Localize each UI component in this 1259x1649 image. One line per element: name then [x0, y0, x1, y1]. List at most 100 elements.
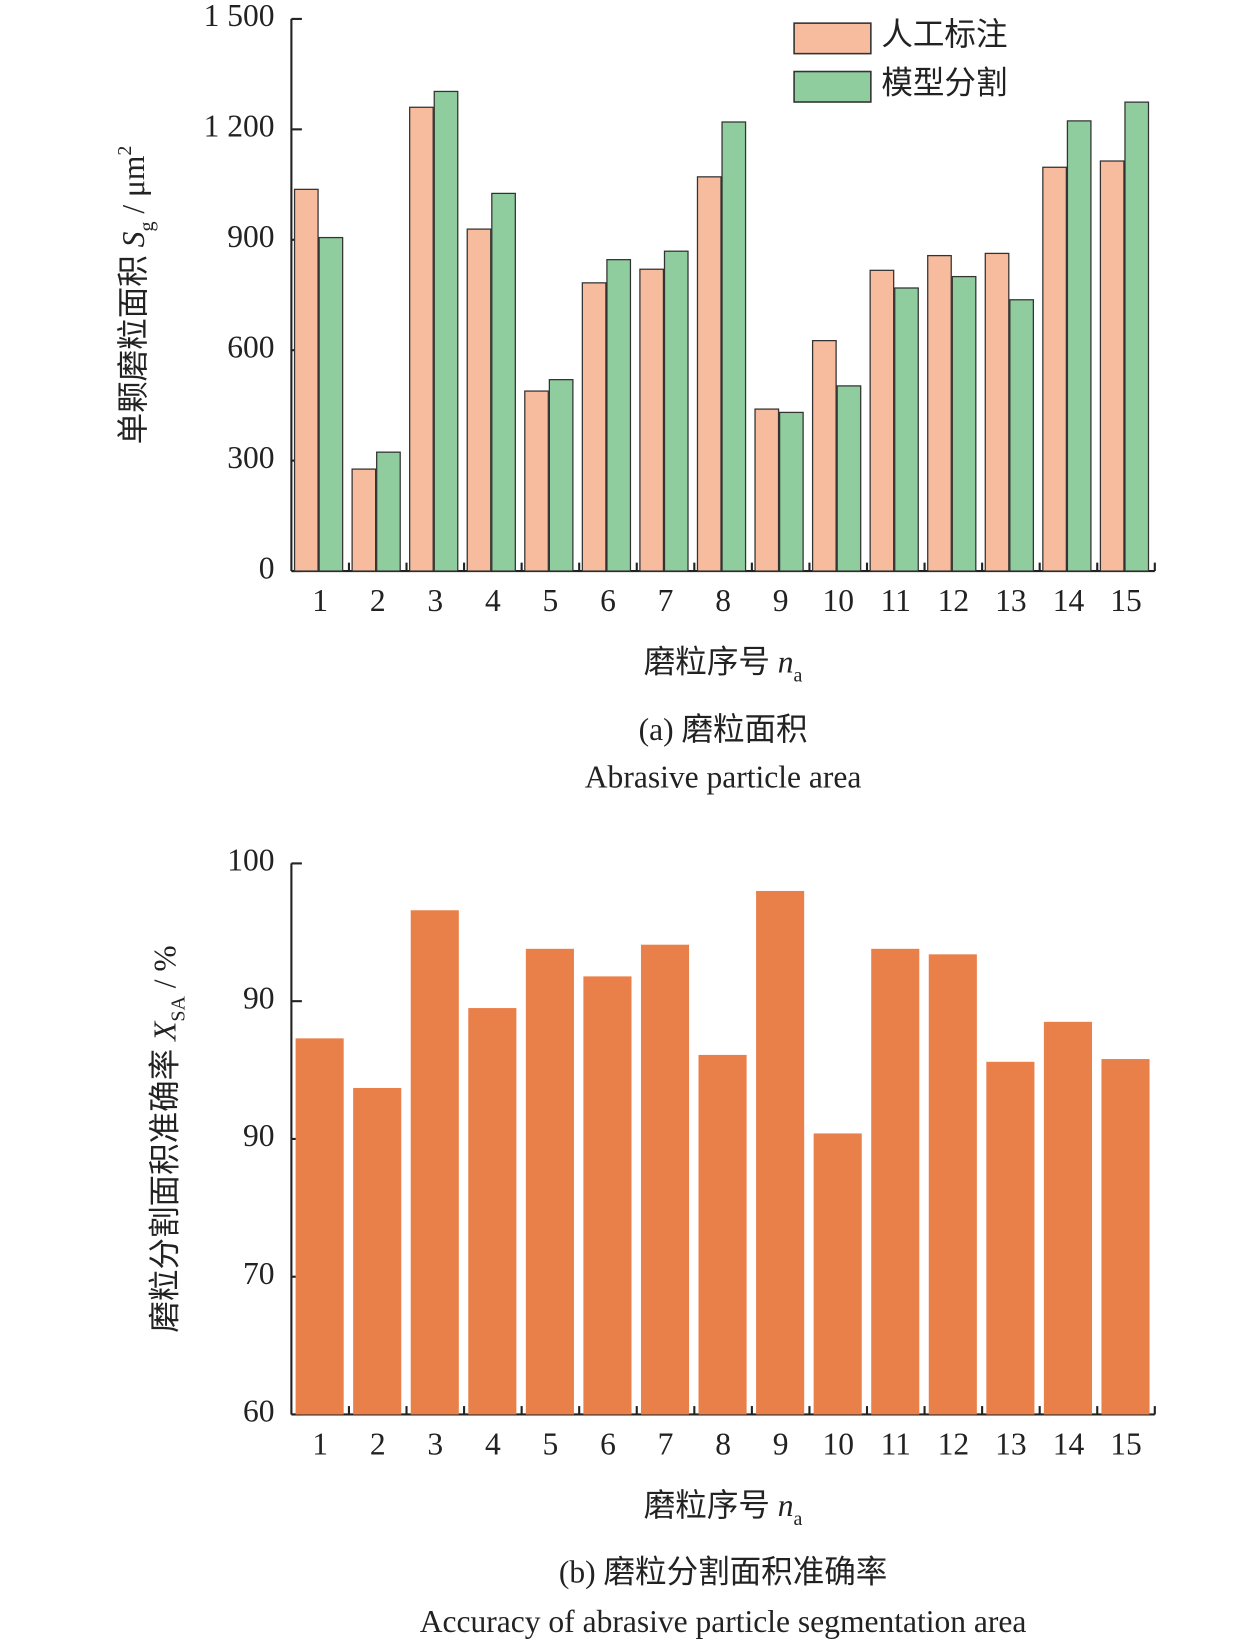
x-tick-label: 15	[1110, 1426, 1142, 1461]
bar	[581, 282, 607, 572]
x-tick-label: 13	[995, 1426, 1027, 1461]
chart-title: (b) 磨粒分割面积准确率	[559, 1555, 887, 1590]
legend-swatch	[793, 70, 872, 103]
x-axis-label: 磨粒序号 na	[644, 1488, 803, 1529]
x-tick-label: 7	[658, 583, 674, 618]
y-axis-label-symbol: X	[148, 1020, 183, 1043]
bar	[928, 954, 977, 1415]
bar	[836, 385, 862, 572]
bar	[583, 976, 632, 1415]
x-tick-label: 12	[938, 583, 970, 618]
y-tick-label: 100	[227, 843, 274, 878]
bar	[663, 250, 689, 572]
x-tick-label: 13	[995, 583, 1027, 618]
x-tick-label: 2	[370, 1426, 386, 1461]
bar	[606, 259, 632, 572]
bar	[984, 252, 1010, 572]
x-axis-label-symbol: n	[778, 645, 794, 680]
x-tick-label: 12	[938, 1426, 970, 1461]
bar	[351, 468, 377, 572]
x-tick-label: 8	[715, 583, 731, 618]
legend-swatch	[793, 22, 872, 55]
bar	[293, 188, 319, 572]
bar	[409, 106, 434, 572]
x-tick-label: 15	[1110, 583, 1142, 618]
bar	[894, 287, 919, 572]
x-tick-label: 11	[881, 583, 911, 618]
x-tick-label: 6	[600, 583, 616, 618]
bar	[1042, 166, 1067, 572]
legend-label: 人工标注	[881, 17, 1007, 52]
bar	[491, 192, 516, 572]
bar	[698, 1054, 747, 1415]
y-axis-label-sup: 2	[113, 146, 135, 156]
bar	[1099, 160, 1125, 572]
x-tick-label: 5	[543, 583, 559, 618]
y-tick-label: 1 200	[204, 109, 275, 144]
x-tick-label: 10	[822, 583, 854, 618]
bar	[640, 944, 690, 1415]
y-tick-label: 0	[259, 550, 275, 585]
y-tick-label: 600	[227, 329, 274, 364]
bar	[778, 411, 804, 572]
bar	[721, 121, 747, 572]
bar	[1043, 1021, 1092, 1415]
bar	[410, 910, 459, 1415]
bar	[811, 340, 837, 572]
x-axis-label-symbol: n	[778, 1488, 794, 1523]
x-tick-label: 9	[773, 1426, 789, 1461]
y-tick-label: 90	[243, 1118, 275, 1153]
bar	[353, 1087, 402, 1415]
y-axis-label-sub: g	[135, 222, 157, 232]
bar	[813, 1133, 862, 1415]
x-tick-label: 9	[773, 583, 789, 618]
bar	[525, 948, 574, 1415]
y-axis-label: 单颗磨粒面积 Sg / μm2	[113, 146, 157, 445]
bar	[756, 890, 805, 1415]
y-axis-label-unit: / μm	[116, 155, 151, 221]
bar	[295, 1038, 344, 1415]
x-tick-label: 4	[485, 583, 501, 618]
bar	[986, 1061, 1035, 1415]
x-tick-label: 3	[427, 583, 443, 618]
x-tick-label: 7	[658, 1426, 674, 1461]
x-tick-label: 1	[312, 1426, 328, 1461]
x-tick-label: 1	[312, 583, 328, 618]
bar	[951, 275, 977, 572]
bar	[639, 268, 665, 572]
x-tick-label: 8	[715, 1426, 731, 1461]
bar	[754, 408, 780, 572]
bar	[468, 1008, 517, 1415]
x-tick-label: 2	[370, 583, 386, 618]
x-tick-label: 14	[1053, 583, 1085, 618]
bar	[524, 390, 549, 572]
x-tick-label: 6	[600, 1426, 616, 1461]
bar	[696, 176, 722, 572]
x-tick-label: 10	[822, 1426, 854, 1461]
y-axis-label-unit: / %	[148, 945, 183, 996]
bar	[869, 269, 895, 572]
y-axis-label-text: 单颗磨粒面积	[116, 247, 151, 444]
y-tick-label: 60	[243, 1394, 275, 1429]
x-axis-label: 磨粒序号 na	[644, 645, 803, 686]
x-axis-label-sub: a	[794, 664, 803, 686]
x-axis-label-text: 磨粒序号	[644, 1488, 778, 1523]
y-axis-label: 磨粒分割面积准确率 XSA / %	[148, 945, 189, 1332]
bar	[433, 90, 459, 572]
y-tick-label: 1 500	[204, 0, 275, 33]
x-tick-label: 14	[1053, 1426, 1085, 1461]
bar	[1101, 1059, 1150, 1415]
y-tick-label: 70	[243, 1256, 275, 1291]
x-axis-label-sub: a	[794, 1508, 803, 1530]
x-tick-label: 3	[427, 1426, 443, 1461]
chart-subtitle: Accuracy of abrasive particle segmentati…	[420, 1604, 1027, 1639]
x-tick-label: 5	[543, 1426, 559, 1461]
bar	[871, 948, 920, 1415]
x-axis-label-text: 磨粒序号	[644, 645, 778, 680]
chart-subtitle: Abrasive particle area	[585, 760, 862, 795]
y-tick-label: 90	[243, 980, 275, 1015]
y-axis-label-text: 磨粒分割面积准确率	[148, 1041, 183, 1333]
bar	[548, 379, 574, 572]
bar	[1066, 120, 1092, 572]
